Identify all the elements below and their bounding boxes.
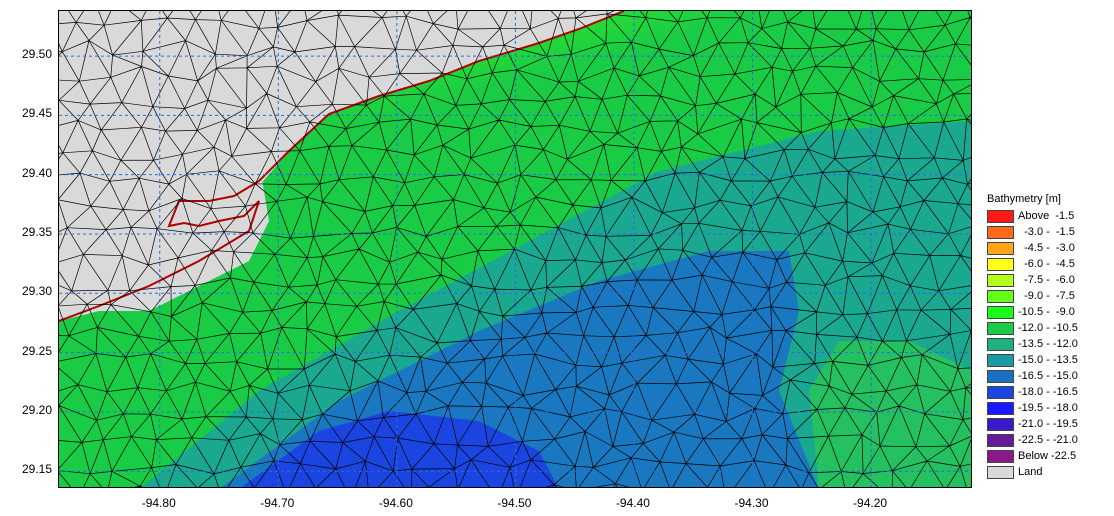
legend-swatch [987, 273, 1014, 287]
legend-swatch [987, 401, 1014, 415]
legend-swatch [987, 209, 1014, 223]
legend: Bathymetry [m] Above -1.5 -3.0 - -1.5 -4… [987, 193, 1078, 480]
depth-zone-deepest [241, 411, 558, 487]
legend-item: Below -22.5 [987, 448, 1078, 464]
legend-item: Above -1.5 [987, 208, 1078, 224]
legend-item: -10.5 - -9.0 [987, 304, 1078, 320]
legend-swatch [987, 257, 1014, 271]
y-tick-label: 29.20 [21, 402, 52, 417]
y-tick-label: 29.30 [21, 284, 52, 299]
legend-item: -19.5 - -18.0 [987, 400, 1078, 416]
legend-swatch [987, 225, 1014, 239]
legend-swatch [987, 289, 1014, 303]
legend-label: -10.5 - -9.0 [1018, 306, 1075, 318]
legend-label: Land [1018, 466, 1043, 478]
legend-swatch [987, 417, 1014, 431]
legend-item: -7.5 - -6.0 [987, 272, 1078, 288]
legend-item: -6.0 - -4.5 [987, 256, 1078, 272]
legend-label: -16.5 - -15.0 [1018, 370, 1078, 382]
legend-label: -22.5 - -21.0 [1018, 434, 1078, 446]
legend-item: -16.5 - -15.0 [987, 368, 1078, 384]
legend-label: -19.5 - -18.0 [1018, 402, 1078, 414]
legend-label: -4.5 - -3.0 [1018, 242, 1075, 254]
depth-zone-east [809, 341, 971, 487]
y-tick-label: 29.40 [21, 165, 52, 180]
legend-item: -22.5 - -21.0 [987, 432, 1078, 448]
legend-item: -21.0 - -19.5 [987, 416, 1078, 432]
legend-label: -13.5 - -12.0 [1018, 338, 1078, 350]
legend-label: Below -22.5 [1018, 450, 1077, 462]
legend-label: -21.0 - -19.5 [1018, 418, 1078, 430]
y-tick-label: 29.35 [21, 224, 52, 239]
y-tick-label: 29.15 [21, 462, 52, 477]
legend-label: -18.0 - -16.5 [1018, 386, 1078, 398]
legend-swatch [987, 433, 1014, 447]
legend-swatch [987, 353, 1014, 367]
legend-label: -15.0 - -13.5 [1018, 354, 1078, 366]
legend-item: -4.5 - -3.0 [987, 240, 1078, 256]
x-tick-label: -94.60 [378, 496, 413, 510]
legend-item: -3.0 - -1.5 [987, 224, 1078, 240]
legend-item: -15.0 - -13.5 [987, 352, 1078, 368]
legend-swatch [987, 321, 1014, 335]
legend-label: Above -1.5 [1018, 210, 1075, 222]
legend-item: -18.0 - -16.5 [987, 384, 1078, 400]
x-tick-label: -94.70 [260, 496, 295, 510]
x-tick-label: -94.50 [497, 496, 532, 510]
legend-item: -13.5 - -12.0 [987, 336, 1078, 352]
legend-label: -7.5 - -6.0 [1018, 274, 1075, 286]
legend-swatch [987, 337, 1014, 351]
grid-lines [59, 11, 971, 487]
legend-swatch [987, 241, 1014, 255]
legend-label: -6.0 - -4.5 [1018, 258, 1075, 270]
x-tick-label: -94.30 [734, 496, 769, 510]
legend-label: -9.0 - -7.5 [1018, 290, 1075, 302]
land-area [59, 11, 624, 321]
legend-label: -3.0 - -1.5 [1018, 226, 1075, 238]
x-tick-label: -94.40 [615, 496, 650, 510]
map-canvas[interactable] [58, 10, 972, 488]
x-tick-label: -94.20 [853, 496, 888, 510]
y-tick-label: 29.25 [21, 343, 52, 358]
legend-title: Bathymetry [m] [987, 193, 1061, 205]
y-tick-label: 29.45 [21, 106, 52, 121]
legend-swatch [987, 385, 1014, 399]
legend-swatch [987, 449, 1014, 463]
x-tick-label: -94.80 [141, 496, 176, 510]
legend-swatch [987, 465, 1014, 479]
legend-label: -12.0 - -10.5 [1018, 322, 1078, 334]
legend-swatch [987, 305, 1014, 319]
legend-item: Land [987, 464, 1078, 480]
legend-item: -9.0 - -7.5 [987, 288, 1078, 304]
bathymetry-map[interactable] [59, 11, 972, 488]
shoreline [59, 11, 625, 322]
y-tick-label: 29.50 [21, 47, 52, 62]
legend-item: -12.0 - -10.5 [987, 320, 1078, 336]
legend-swatch [987, 369, 1014, 383]
